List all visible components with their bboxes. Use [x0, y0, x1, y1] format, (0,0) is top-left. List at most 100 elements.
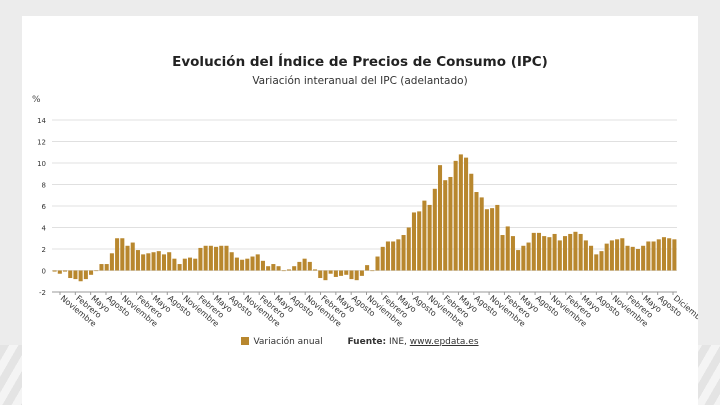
bar [292, 266, 297, 271]
bar [495, 204, 500, 271]
bar [547, 237, 552, 271]
y-tick-label: -2 [39, 289, 46, 297]
bar [187, 257, 193, 271]
bar [276, 266, 281, 271]
bar [302, 258, 307, 271]
bar [94, 270, 99, 272]
bar [583, 240, 588, 271]
bar [120, 238, 125, 271]
bar [589, 245, 594, 271]
bar [568, 233, 573, 271]
bar [427, 204, 432, 271]
chart-title: Evolución del Índice de Precios de Consu… [172, 54, 548, 70]
bar [604, 243, 609, 271]
bar [240, 259, 245, 271]
bar [594, 254, 599, 271]
bar [474, 192, 479, 271]
bar [578, 233, 583, 271]
bar [656, 239, 661, 271]
bar [255, 254, 260, 271]
bar [672, 239, 677, 271]
bar [354, 270, 359, 281]
chart-plot: -2 0 2 4 6 8 10 12 14 NoviembreFebreroMayoAgosto… [37, 117, 698, 329]
y-tick-label: 14 [37, 117, 46, 125]
bar [411, 212, 417, 271]
bar [297, 261, 302, 271]
bar [312, 269, 318, 271]
bar [401, 235, 406, 271]
bar [620, 238, 625, 271]
bar [625, 245, 630, 271]
bar [229, 252, 234, 271]
bar [167, 252, 172, 271]
y-tick-label: 4 [42, 225, 47, 233]
bar [208, 245, 213, 271]
bar [661, 237, 667, 271]
bar [359, 270, 364, 276]
bar [328, 270, 333, 274]
y-tick-label: 2 [42, 246, 46, 254]
bar [193, 258, 198, 271]
bar [266, 266, 271, 271]
legend-swatch [241, 337, 250, 345]
bar [521, 245, 526, 271]
bar [391, 241, 396, 271]
chart-subtitle: Variación interanual del IPC (adelantado… [252, 75, 468, 87]
bar [505, 226, 510, 271]
bar [406, 227, 411, 271]
bar [562, 236, 568, 271]
y-tick-label: 6 [42, 203, 47, 211]
legend-series-label: Variación anual [253, 337, 323, 347]
bar [380, 246, 385, 271]
bar [510, 236, 515, 271]
bar [385, 241, 390, 271]
bar [172, 258, 177, 271]
bar [464, 157, 469, 271]
legend: Variación anual Fuente: INE, www.epdata.… [22, 337, 698, 347]
bar [490, 208, 495, 271]
y-tick-label: 10 [37, 160, 46, 168]
bar [500, 235, 505, 271]
source-link[interactable]: www.epdata.es [409, 337, 479, 347]
bar [286, 269, 292, 271]
bar [349, 270, 354, 280]
chart-card: Evolución del Índice de Precios de Consu… [22, 16, 698, 405]
bar [125, 245, 130, 271]
bar [177, 264, 182, 271]
bar [245, 258, 250, 271]
bar [52, 270, 57, 272]
y-tick-label: 12 [37, 139, 46, 147]
bar [432, 188, 437, 271]
bar [307, 261, 312, 271]
bar [115, 238, 120, 271]
bar [318, 270, 323, 279]
bar [536, 232, 542, 271]
bar [422, 200, 427, 271]
bar [156, 251, 161, 271]
bar [526, 242, 531, 271]
y-tick-label: 0 [42, 268, 46, 276]
bar [151, 252, 156, 271]
bar [68, 270, 73, 279]
bar [458, 154, 463, 271]
bar [552, 233, 557, 271]
bar [57, 270, 62, 274]
bar [182, 258, 187, 271]
bar [73, 270, 78, 280]
bar [219, 245, 224, 271]
bar [635, 249, 640, 271]
bar [646, 241, 651, 271]
bar [573, 231, 578, 271]
bar [484, 209, 489, 271]
source-label: Fuente: [347, 337, 387, 347]
bar [89, 270, 94, 275]
bar [339, 270, 344, 276]
bar [599, 251, 604, 271]
bar [417, 211, 422, 271]
bar [281, 270, 286, 272]
bar [516, 250, 521, 271]
bar [370, 270, 375, 272]
bar [375, 256, 380, 271]
grid-lines [52, 119, 677, 293]
y-tick-labels: -2 0 2 4 6 8 10 12 14 [37, 117, 46, 297]
